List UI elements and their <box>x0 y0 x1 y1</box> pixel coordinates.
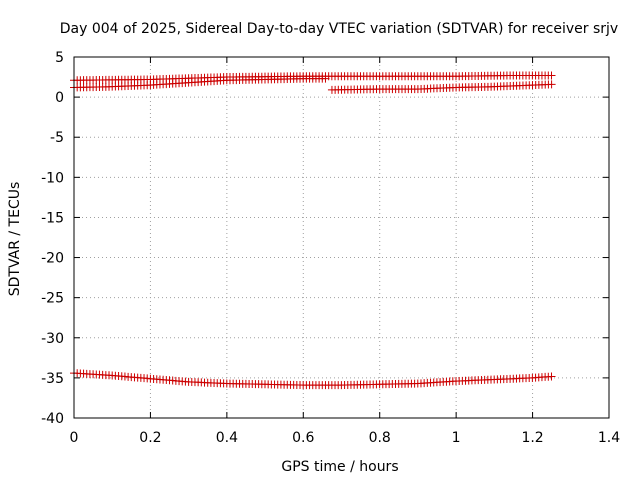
y-tick-label: -5 <box>50 130 64 146</box>
y-tick-label: -40 <box>41 411 64 427</box>
x-tick-label: 0.8 <box>369 430 391 446</box>
data-points <box>70 71 556 390</box>
y-tick-label: -25 <box>41 291 64 307</box>
x-tick-label: 1.4 <box>598 430 620 446</box>
y-tick-labels: 5 0 -5 -10 -15 -20 -25 -30 -35 -40 <box>41 50 64 427</box>
series-middle-track-b <box>327 80 556 94</box>
y-tick-label: -30 <box>41 331 64 347</box>
y-tick-label: 0 <box>55 90 64 106</box>
data-point <box>321 74 330 83</box>
data-point <box>547 372 556 381</box>
y-axis-title: SDTVAR / TECUs <box>7 182 23 297</box>
x-tick-label: 1 <box>452 430 461 446</box>
y-tick-label: -35 <box>41 371 64 387</box>
x-tick-label: 0.4 <box>216 430 238 446</box>
y-tick-label: -20 <box>41 251 64 267</box>
y-tick-label: -10 <box>41 170 64 186</box>
series-lower-track <box>70 369 556 390</box>
x-tick-label: 0.6 <box>292 430 314 446</box>
tick-marks <box>73 56 610 419</box>
grid-lines <box>74 57 609 418</box>
x-tick-label: 1.2 <box>521 430 543 446</box>
x-tick-labels: 0 0.2 0.4 0.6 0.8 1 1.2 1.4 <box>70 430 621 446</box>
y-tick-label: 5 <box>55 50 64 66</box>
x-tick-label: 0 <box>70 430 79 446</box>
data-point <box>547 80 556 89</box>
y-tick-label: -15 <box>41 210 64 226</box>
chart-title: Day 004 of 2025, Sidereal Day-to-day VTE… <box>60 21 618 37</box>
series-middle-track-a <box>70 74 330 92</box>
x-axis-title: GPS time / hours <box>281 459 398 475</box>
plot-frame <box>73 56 610 419</box>
x-tick-label: 0.2 <box>139 430 161 446</box>
data-point <box>547 71 556 80</box>
